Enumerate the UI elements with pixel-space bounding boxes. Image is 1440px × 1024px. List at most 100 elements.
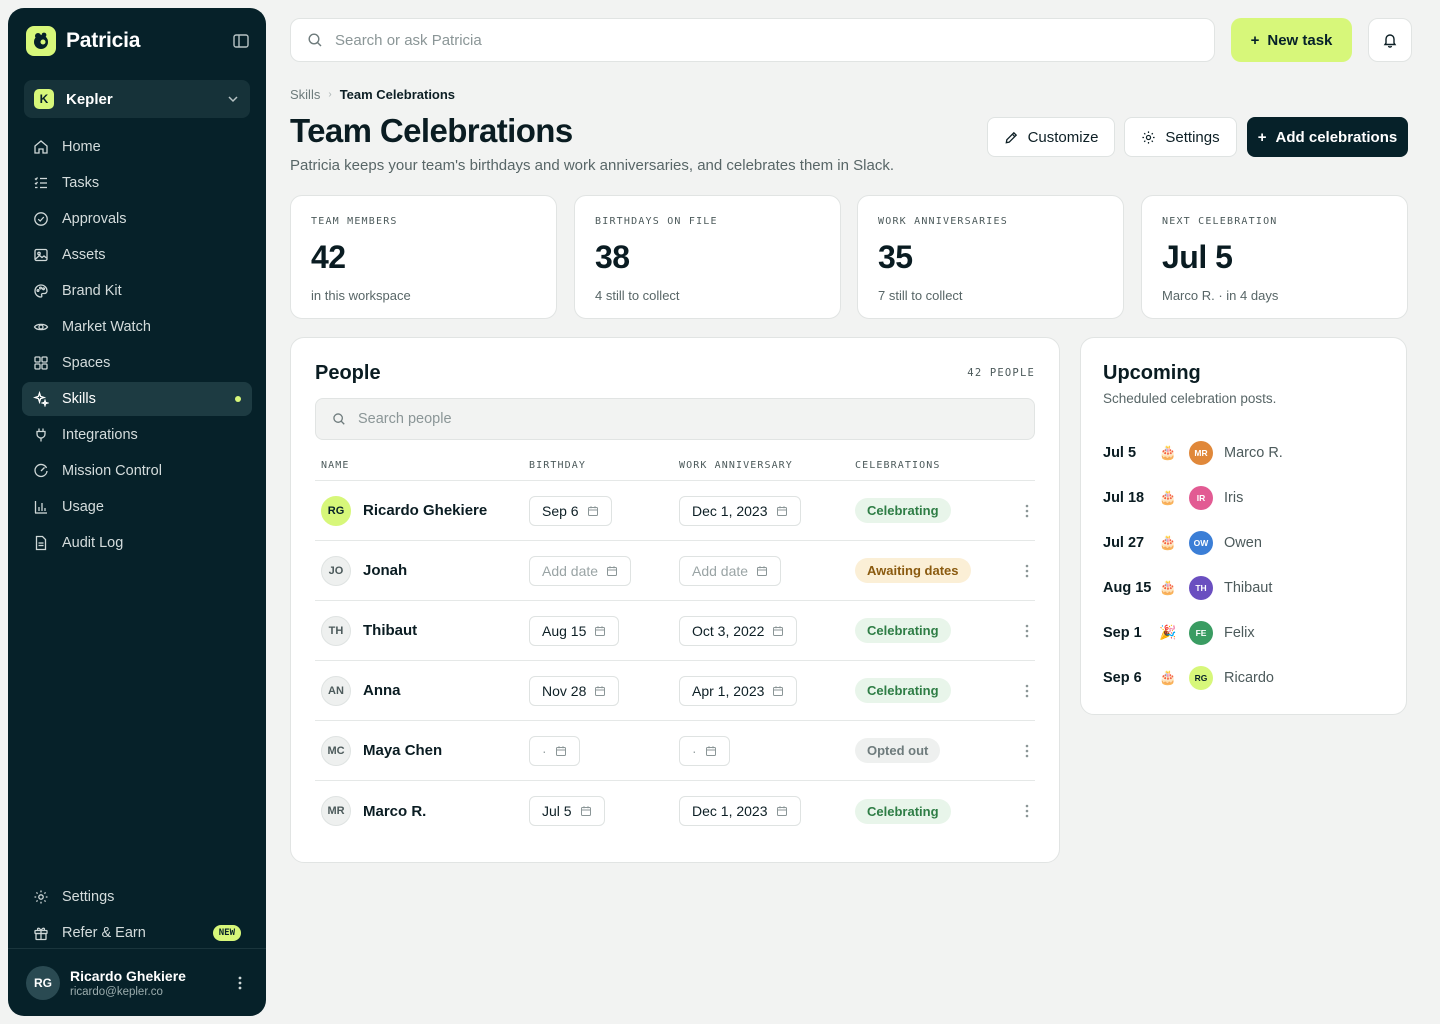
check-circle-icon — [34, 212, 48, 226]
sidebar-item-mission-control[interactable]: Mission Control — [22, 454, 252, 488]
people-search[interactable] — [315, 398, 1035, 440]
anniversary-date-picker[interactable]: Oct 3, 2022 — [679, 615, 798, 646]
birthday-date-picker[interactable]: Aug 15 — [529, 615, 620, 646]
avatar: IR — [1189, 485, 1213, 510]
birthday-value: Sep 6 — [542, 502, 579, 519]
column-header-birthday[interactable]: BIRTHDAY — [529, 459, 586, 471]
table-row[interactable]: MC Maya Chen · · Opted out — [315, 721, 1035, 781]
stat-note: 4 still to collect — [595, 288, 680, 303]
sidebar-item-skills[interactable]: Skills — [22, 382, 252, 416]
upcoming-person-name: Thibaut — [1224, 579, 1273, 596]
birthday-date-picker[interactable]: · — [529, 735, 580, 766]
birthday-date-picker[interactable]: Add date — [529, 555, 632, 586]
anniversary-date-picker[interactable]: Apr 1, 2023 — [679, 675, 798, 706]
person-name: Marco R. — [363, 802, 427, 820]
upcoming-date: Sep 6 — [1103, 669, 1142, 686]
settings-button[interactable]: Settings — [1124, 117, 1237, 157]
sidebar-item-home[interactable]: Home — [22, 130, 252, 164]
tasks-icon — [34, 177, 47, 189]
calendar-icon — [595, 625, 606, 636]
more-vertical-icon[interactable] — [1019, 743, 1035, 759]
table-row[interactable]: TH Thibaut Aug 15 Oct 3, 2022 Celebrating — [315, 601, 1035, 661]
anniversary-date-picker[interactable]: Dec 1, 2023 — [679, 796, 801, 826]
list-item[interactable]: Jul 27 🎂 OW Owen — [1103, 520, 1383, 565]
sidebar-item-label: Audit Log — [62, 535, 124, 551]
column-header-celebrations[interactable]: CELEBRATIONS — [855, 459, 941, 471]
workspace-name: Kepler — [66, 90, 113, 108]
breadcrumb-current: Team Celebrations — [339, 87, 456, 102]
sidebar-bottom-nav: Settings Refer & Earn NEW — [22, 880, 252, 952]
list-item[interactable]: Jul 5 🎂 MR Marco R. — [1103, 430, 1383, 475]
app-name: Patricia — [66, 29, 141, 52]
sidebar-item-market-watch[interactable]: Market Watch — [22, 310, 252, 344]
upcoming-title: Upcoming — [1103, 362, 1201, 384]
search-input[interactable] — [335, 31, 1198, 49]
sidebar-item-tasks[interactable]: Tasks — [22, 166, 252, 200]
sidebar-collapse-icon[interactable] — [232, 32, 250, 50]
stat-card-next-celebration: NEXT CELEBRATION Jul 5 Marco R. · in 4 d… — [1141, 195, 1408, 319]
global-search[interactable] — [290, 18, 1215, 62]
anniversary-date-picker[interactable]: · — [679, 735, 730, 766]
breadcrumb-parent[interactable]: Skills — [290, 87, 321, 102]
birthday-date-picker[interactable]: Jul 5 — [529, 796, 605, 826]
home-icon — [34, 140, 48, 154]
anniversary-date-picker[interactable]: Dec 1, 2023 — [679, 495, 801, 526]
chevron-down-icon — [228, 96, 238, 103]
upcoming-subtitle: Scheduled celebration posts. — [1103, 391, 1277, 406]
add-celebrations-button[interactable]: + Add celebrations — [1247, 117, 1408, 157]
more-vertical-icon[interactable] — [1019, 563, 1035, 579]
more-vertical-icon[interactable] — [1019, 683, 1035, 699]
more-vertical-icon[interactable] — [1019, 623, 1035, 639]
avatar: RG — [1189, 665, 1213, 690]
sidebar-item-brand-kit[interactable]: Brand Kit — [22, 274, 252, 308]
stat-label: WORK ANNIVERSARIES — [878, 216, 1008, 227]
sidebar-item-audit-log[interactable]: Audit Log — [22, 526, 252, 560]
list-item[interactable]: Aug 15 🎂 TH Thibaut — [1103, 565, 1383, 610]
people-search-input[interactable] — [358, 411, 1018, 427]
sidebar-item-spaces[interactable]: Spaces — [22, 346, 252, 380]
list-item[interactable]: Jul 18 🎂 IR Iris — [1103, 475, 1383, 520]
sidebar-nav: Home Tasks Approvals Assets Brand Kit Ma… — [22, 130, 252, 562]
sidebar-item-approvals[interactable]: Approvals — [22, 202, 252, 236]
sidebar-item-label: Approvals — [62, 211, 127, 227]
table-row[interactable]: RG Ricardo Ghekiere Sep 6 Dec 1, 2023 Celebr… — [315, 481, 1035, 541]
notifications-button[interactable] — [1368, 18, 1412, 62]
more-vertical-icon[interactable] — [232, 975, 248, 991]
table-row[interactable]: JO Jonah Add date Add date Awaiting dates — [315, 541, 1035, 601]
column-header-name[interactable]: NAME — [321, 459, 350, 471]
upcoming-person-name: Felix — [1224, 624, 1255, 641]
birthday-date-picker[interactable]: Nov 28 — [529, 675, 620, 706]
birthday-date-picker[interactable]: Sep 6 — [529, 495, 612, 526]
status-badge: Celebrating — [855, 798, 951, 824]
celebration-emoji-icon: 🎂 — [1159, 579, 1177, 595]
brand[interactable]: Patricia — [26, 26, 140, 56]
sidebar-item-assets[interactable]: Assets — [22, 238, 252, 272]
user-profile[interactable]: RG Ricardo Ghekiere ricardo@kepler.co — [8, 948, 266, 1016]
sidebar-item-integrations[interactable]: Integrations — [22, 418, 252, 452]
avatar: MR — [321, 796, 351, 826]
sidebar-item-settings[interactable]: Settings — [22, 880, 252, 914]
workspace-switcher[interactable]: K Kepler — [24, 80, 250, 118]
stat-label: BIRTHDAYS ON FILE — [595, 216, 718, 227]
list-item[interactable]: Sep 1 🎉 FE Felix — [1103, 610, 1383, 655]
workspace-badge: K — [34, 89, 54, 109]
more-vertical-icon[interactable] — [1019, 803, 1035, 819]
more-vertical-icon[interactable] — [1019, 503, 1035, 519]
celebration-emoji-icon: 🎉 — [1159, 624, 1177, 640]
people-title: People — [315, 362, 381, 384]
list-item[interactable]: Sep 6 🎂 RG Ricardo — [1103, 655, 1383, 700]
celebration-emoji-icon: 🎂 — [1159, 489, 1177, 505]
birthday-value: Add date — [542, 562, 599, 579]
customize-button[interactable]: Customize — [987, 117, 1115, 157]
sidebar-item-usage[interactable]: Usage — [22, 490, 252, 524]
new-task-button[interactable]: + New task — [1231, 18, 1352, 62]
table-row[interactable]: MR Marco R. Jul 5 Dec 1, 2023 Celebrating — [315, 781, 1035, 841]
stat-value: 35 — [878, 239, 913, 275]
anniversary-date-picker[interactable]: Add date — [679, 555, 782, 586]
search-icon — [333, 413, 345, 425]
anniversary-value: · — [692, 742, 697, 759]
sidebar-item-refer-earn[interactable]: Refer & Earn NEW — [22, 916, 252, 950]
column-header-anniversary[interactable]: WORK ANNIVERSARY — [679, 459, 793, 471]
sidebar-item-label: Settings — [62, 889, 115, 905]
table-row[interactable]: AN Anna Nov 28 Apr 1, 2023 Celebrating — [315, 661, 1035, 721]
